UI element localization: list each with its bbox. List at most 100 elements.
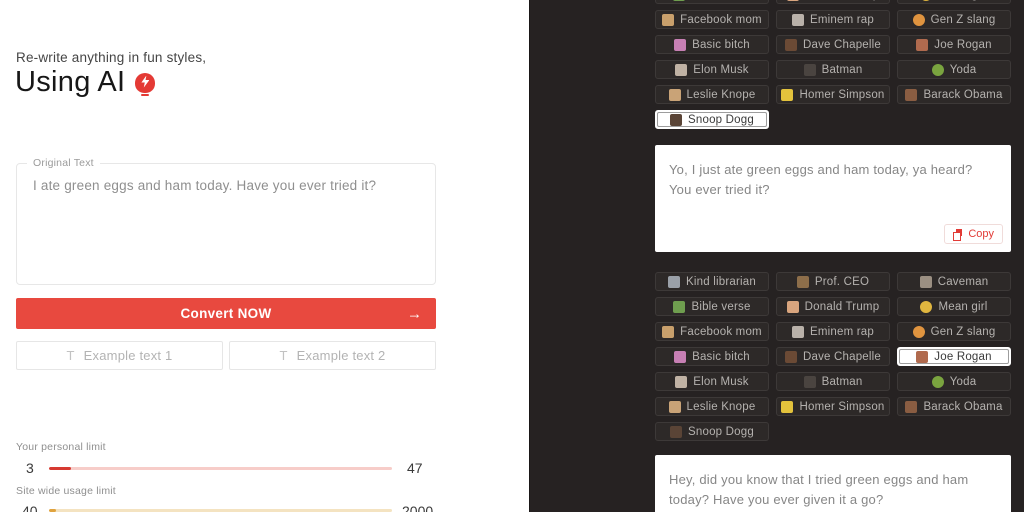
example-text-1-button[interactable]: T Example text 1 (16, 341, 223, 370)
style-button-label: Donald Trump (804, 300, 880, 313)
style-button-joe-rogan[interactable]: Joe Rogan (897, 35, 1011, 54)
style-button-yoda[interactable]: Yoda (897, 372, 1011, 391)
style-button-label: Homer Simpson (799, 400, 885, 413)
style-button-snoop-dogg[interactable]: Snoop Dogg (655, 422, 769, 441)
style-button-kind-librarian[interactable]: Kind librarian (655, 272, 769, 291)
tagline: Re-write anything in fun styles, (16, 50, 207, 65)
homer-simpson-avatar (781, 88, 794, 101)
page-title-text: Using AI (15, 66, 126, 98)
style-button-leslie-knope[interactable]: Leslie Knope (655, 85, 769, 104)
style-button-batman[interactable]: Batman (776, 60, 890, 79)
copy-button-label: Copy (968, 228, 994, 240)
style-button-label: Joe Rogan (934, 38, 992, 51)
style-button-label: Joe Rogan (934, 350, 992, 363)
style-button-label: Dave Chapelle (802, 38, 882, 51)
style-button-label: Mean girl (938, 300, 988, 313)
style-button-label: Kind librarian (686, 275, 756, 288)
output-text-top: Yo, I just ate green eggs and ham today,… (669, 162, 973, 197)
style-button-label: Bible verse (691, 300, 751, 313)
eminem-avatar (792, 13, 804, 26)
style-button-basic-bitch[interactable]: Basic bitch (655, 35, 769, 54)
style-button-label: Yoda (949, 63, 977, 76)
style-button-prof-ceo[interactable]: Prof. CEO (776, 272, 890, 291)
style-button-label: Facebook mom (680, 325, 762, 338)
personal-limit-current: 3 (26, 460, 34, 476)
elon-musk-avatar (675, 63, 688, 76)
style-button-donald-trump[interactable]: Donald Trump (776, 297, 890, 316)
example-text-1-label: Example text 1 (83, 348, 173, 363)
lightbulb-bolt-icon (134, 72, 156, 96)
style-button-bible-verse[interactable]: Bible verse (655, 0, 769, 4)
personal-limit-label: Your personal limit (16, 441, 106, 453)
green-book-icon (673, 300, 686, 313)
style-button-homer-simpson[interactable]: Homer Simpson (776, 85, 890, 104)
style-button-label: Donald Trump (805, 0, 880, 1)
style-button-gen-z-slang[interactable]: Gen Z slang (897, 322, 1011, 341)
style-button-barack-obama[interactable]: Barack Obama (897, 85, 1011, 104)
style-button-joe-rogan[interactable]: Joe Rogan (897, 347, 1011, 366)
style-button-label: Leslie Knope (686, 88, 756, 101)
style-button-label: Elon Musk (693, 375, 749, 388)
original-text-label: Original Text (27, 157, 100, 169)
style-button-facebook-mom[interactable]: Facebook mom (655, 322, 769, 341)
original-text-input[interactable]: Original Text I ate green eggs and ham t… (16, 157, 436, 285)
style-button-homer-simpson[interactable]: Homer Simpson (776, 397, 890, 416)
output-text-bottom: Hey, did you know that I tried green egg… (669, 472, 969, 507)
arrow-right-icon: → (407, 305, 422, 322)
style-button-basic-bitch[interactable]: Basic bitch (655, 347, 769, 366)
leslie-knope-avatar (668, 400, 681, 413)
style-button-label: Barack Obama (923, 400, 1003, 413)
style-button-leslie-knope[interactable]: Leslie Knope (655, 397, 769, 416)
style-button-label: Batman (821, 63, 863, 76)
copy-icon (953, 228, 963, 241)
style-button-label: Elon Musk (693, 63, 749, 76)
joe-rogan-avatar (916, 38, 929, 51)
style-button-batman[interactable]: Batman (776, 372, 890, 391)
style-button-elon-musk[interactable]: Elon Musk (655, 60, 769, 79)
example-text-2-button[interactable]: T Example text 2 (229, 341, 436, 370)
style-button-label: Facebook mom (680, 13, 762, 26)
style-button-mean-girl[interactable]: Mean girl (897, 297, 1011, 316)
style-button-bible-verse[interactable]: Bible verse (655, 297, 769, 316)
convert-now-button[interactable]: Convert NOW → (16, 298, 436, 329)
original-text-value[interactable]: I ate green eggs and ham today. Have you… (33, 178, 377, 193)
style-button-eminem-rap[interactable]: Eminem rap (776, 10, 890, 29)
style-button-eminem-rap[interactable]: Eminem rap (776, 322, 890, 341)
personal-limit-meter (49, 467, 392, 470)
elon-musk-avatar (675, 375, 688, 388)
style-button-dave-chapelle[interactable]: Dave Chapelle (776, 347, 890, 366)
style-button-yoda[interactable]: Yoda (897, 60, 1011, 79)
style-button-label: Bible verse (691, 0, 750, 1)
example-text-2-label: Example text 2 (296, 348, 386, 363)
style-button-donald-trump[interactable]: Donald Trump (776, 0, 890, 4)
homer-simpson-avatar (781, 400, 794, 413)
batman-icon (803, 63, 816, 76)
style-button-mean-girl[interactable]: Mean girl (897, 0, 1011, 4)
style-button-barack-obama[interactable]: Barack Obama (897, 397, 1011, 416)
donald-trump-avatar (786, 0, 799, 1)
text-format-icon: T (279, 348, 288, 363)
style-button-facebook-mom[interactable]: Facebook mom (655, 10, 769, 29)
style-grid-bottom: Kind librarian Prof. CEO Caveman Bible vers… (655, 272, 1011, 441)
copy-button[interactable]: Copy (944, 224, 1003, 244)
style-button-snoop-dogg[interactable]: Snoop Dogg (655, 110, 769, 129)
style-button-caveman[interactable]: Caveman (897, 272, 1011, 291)
facebook-mom-avatar (662, 325, 675, 338)
style-button-label: Basic bitch (692, 38, 750, 51)
donald-trump-avatar (786, 300, 799, 313)
dave-chapelle-avatar (784, 38, 797, 51)
dave-chapelle-avatar (784, 350, 797, 363)
style-button-dave-chapelle[interactable]: Dave Chapelle (776, 35, 890, 54)
site-limit-meter (49, 509, 392, 512)
left-panel: Re-write anything in fun styles, Using A… (15, 50, 436, 512)
snoop-dogg-avatar (670, 425, 683, 438)
right-panel: Bible verse Donald Trump Mean girl Facebook… (529, 0, 1024, 512)
style-button-gen-z-slang[interactable]: Gen Z slang (897, 10, 1011, 29)
style-button-elon-musk[interactable]: Elon Musk (655, 372, 769, 391)
style-button-label: Basic bitch (692, 350, 750, 363)
barack-obama-avatar (905, 400, 918, 413)
nail-polish-emoji-icon (674, 38, 687, 51)
text-format-icon: T (66, 348, 75, 363)
snoop-dogg-avatar (670, 113, 683, 126)
